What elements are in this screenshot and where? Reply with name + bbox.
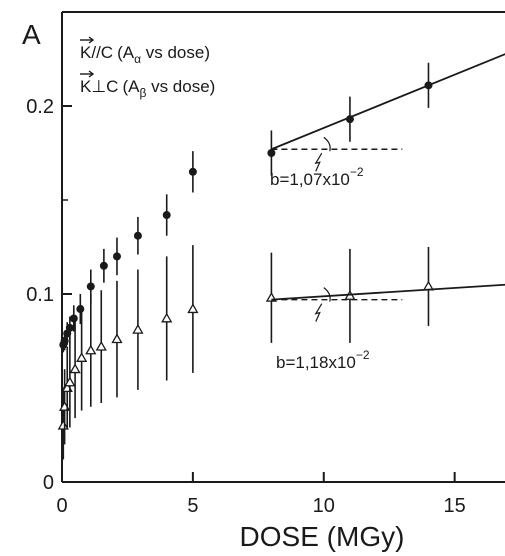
legend-paren: (A [122, 77, 140, 96]
data-point-open-triangle [57, 419, 69, 430]
y-axis-label: A [22, 19, 41, 50]
data-point-filled-circle [86, 282, 95, 291]
svg-text:K⊥C(Aβ vs dose): K⊥C (Aβ vs dose) [80, 77, 215, 100]
legend-relation: ⊥C [91, 77, 118, 96]
legend-vector-k: K [80, 43, 92, 62]
legend-rest: vs dose) [141, 43, 210, 62]
data-point-filled-circle [76, 305, 85, 314]
legend: K//C (Aα vs dose) K⊥C (Aβ vs dose) [80, 36, 215, 100]
legend-subscript: α [134, 52, 141, 66]
legend-entry-parallel: K//C (Aα vs dose) [80, 36, 210, 66]
data-point-open-triangle [69, 363, 81, 374]
x-axis-label: DOSE (MGy) [240, 521, 405, 552]
data-point-filled-circle [133, 231, 142, 240]
data-point-open-triangle [76, 352, 88, 362]
fit-annotation-upper: b=1,07x10−2 [270, 165, 364, 189]
annotation-leader [314, 152, 323, 172]
legend-vector-k: K [80, 77, 92, 96]
legend-paren: (A [117, 43, 135, 62]
legend-subscript: β [139, 86, 146, 100]
y-tick-label: 0.2 [26, 96, 54, 118]
data-point-filled-circle [188, 167, 197, 176]
data-point-open-triangle [161, 312, 173, 323]
data-point-filled-circle [267, 149, 276, 157]
fit-annotation-lower: b=1,18x10−2 [276, 348, 370, 372]
data-point-filled-circle [69, 314, 78, 323]
legend-rest: vs dose) [146, 77, 215, 96]
x-tick-label: 10 [313, 495, 335, 517]
fit-line [271, 283, 505, 301]
data-marks [57, 53, 505, 483]
data-point-filled-circle [112, 252, 121, 261]
data-point-filled-circle [99, 261, 108, 270]
annotation-leader [314, 303, 323, 322]
data-point-open-triangle [187, 303, 199, 314]
data-point-open-triangle [95, 340, 107, 351]
data-point-open-triangle [64, 376, 76, 387]
legend-relation: //C [91, 43, 113, 62]
fit-line [271, 53, 505, 151]
vector-arrowhead-icon [88, 70, 95, 78]
data-point-filled-circle [65, 323, 74, 332]
x-tick-label: 0 [56, 495, 67, 517]
data-point-open-triangle [85, 344, 97, 355]
legend-entry-perpendicular: K⊥C (Aβ vs dose) [80, 70, 215, 100]
x-tick-label: 15 [444, 495, 466, 517]
y-tick-label: 0 [43, 472, 54, 494]
slope-angle-arc [323, 287, 331, 302]
vector-arrowhead-icon [88, 36, 95, 44]
data-point-open-triangle [132, 323, 144, 334]
data-point-filled-circle [162, 211, 171, 220]
svg-text:K//C(Aα vs dose): K//C (Aα vs dose) [80, 43, 210, 66]
data-point-open-triangle [111, 333, 123, 344]
x-tick-label: 5 [187, 495, 198, 517]
slope-angle-arc [323, 136, 331, 152]
y-tick-label: 0.1 [26, 284, 54, 306]
